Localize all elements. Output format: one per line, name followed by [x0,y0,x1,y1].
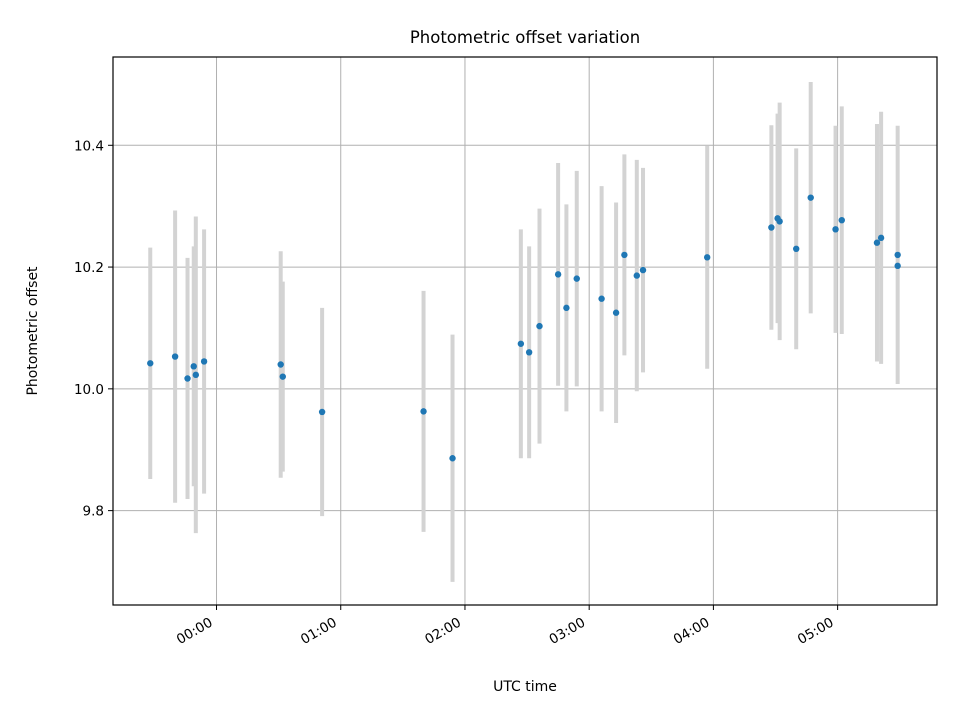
y-tick-label: 10.2 [74,260,104,276]
data-point [703,254,711,261]
data-point [894,251,901,259]
data-point [639,266,647,274]
data-point [525,349,533,356]
data-point [573,275,580,282]
data-point [894,262,901,270]
data-point [192,371,200,379]
y-tick-label: 9.8 [83,504,104,520]
data-points [147,194,901,462]
grid [113,57,937,605]
plot-frame [112,56,938,606]
data-point [793,245,800,252]
data-point [873,239,881,246]
data-point [318,408,326,416]
data-point [807,194,814,201]
data-point [776,218,783,225]
data-point [279,373,286,380]
data-point [563,304,570,312]
data-point [184,375,191,382]
y-axis-label: Photometric offset [25,266,41,396]
data-point [420,408,427,415]
chart-title: Photometric offset variation [410,28,640,47]
x-axis-label: UTC time [493,679,557,695]
data-point [554,271,562,278]
data-point [768,224,775,231]
data-point [598,295,605,302]
y-tick-label: 10.0 [74,382,104,398]
data-point [612,309,620,316]
data-point [517,340,525,347]
data-point [190,363,197,370]
data-point [621,251,628,259]
data-point [838,216,845,224]
data-point [200,358,208,365]
data-point [171,353,179,360]
data-point [536,322,543,330]
data-point [449,455,456,462]
y-axis: 9.8 10.0 10.2 10.4 [74,138,113,520]
data-point [277,361,284,368]
data-point [633,272,640,279]
data-point [877,234,885,242]
data-point [147,360,154,367]
data-point [832,226,839,233]
y-tick-label: 10.4 [74,138,104,154]
